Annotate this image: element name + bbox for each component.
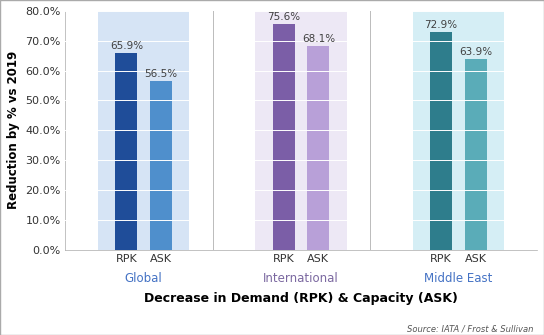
Bar <box>307 47 329 250</box>
Text: 63.9%: 63.9% <box>459 47 492 57</box>
Text: 68.1%: 68.1% <box>302 34 335 44</box>
Text: Global: Global <box>125 272 163 285</box>
Text: 56.5%: 56.5% <box>145 69 177 79</box>
X-axis label: Decrease in Demand (RPK) & Capacity (ASK): Decrease in Demand (RPK) & Capacity (ASK… <box>144 291 458 305</box>
Bar <box>256 11 347 250</box>
Text: Middle East: Middle East <box>424 272 492 285</box>
Bar <box>465 59 487 250</box>
Bar <box>413 11 504 250</box>
Y-axis label: Reduction by % vs 2019: Reduction by % vs 2019 <box>7 51 20 209</box>
Bar <box>150 81 172 250</box>
Text: 72.9%: 72.9% <box>424 20 458 30</box>
Text: International: International <box>263 272 339 285</box>
Text: Source: IATA / Frost & Sullivan: Source: IATA / Frost & Sullivan <box>407 324 533 333</box>
Bar <box>273 24 295 250</box>
Bar <box>430 32 452 250</box>
Text: 65.9%: 65.9% <box>110 41 143 51</box>
Text: 75.6%: 75.6% <box>267 12 300 22</box>
Bar <box>98 11 189 250</box>
Bar <box>115 53 138 250</box>
